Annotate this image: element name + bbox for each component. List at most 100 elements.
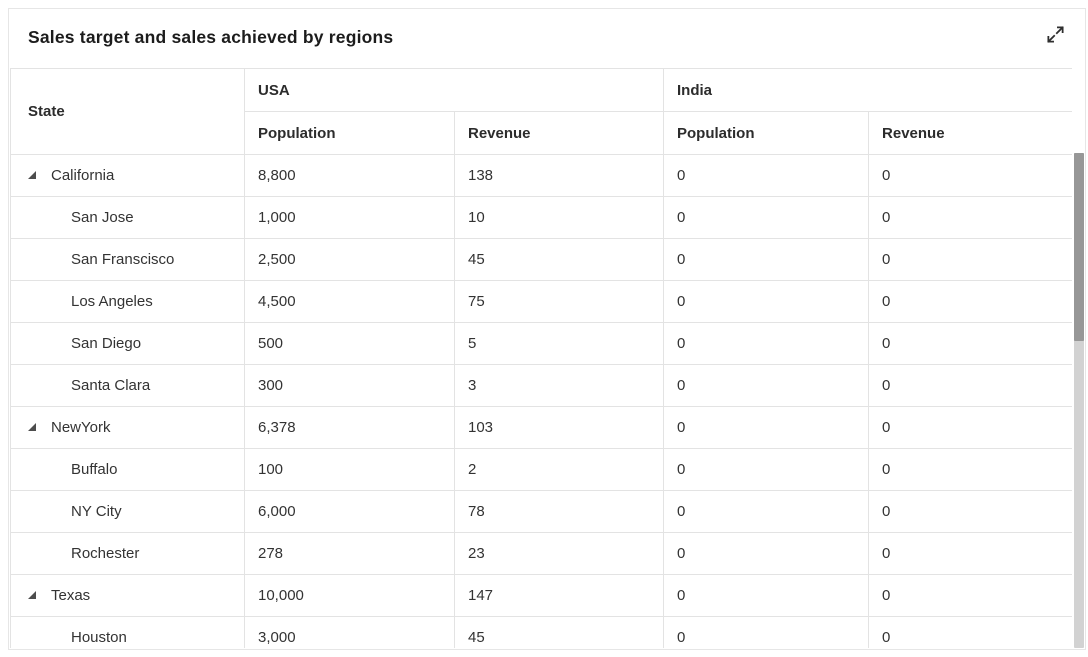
state-label: San Diego [71, 335, 142, 352]
column-header-india-revenue[interactable]: Revenue [868, 111, 1072, 155]
state-cell: San Franscisco [10, 238, 245, 281]
state-cell: Santa Clara [10, 364, 245, 407]
grid-body: California 8,800 138 0 0 San Jose 1,000 … [10, 154, 1072, 648]
state-cell: Buffalo [10, 448, 245, 491]
usa-revenue-cell: 45 [453, 238, 665, 281]
state-cell: Texas [10, 574, 245, 617]
india-population-cell: 0 [663, 616, 870, 648]
usa-revenue-cell: 147 [453, 574, 665, 617]
india-revenue-cell: 0 [868, 406, 1072, 449]
usa-population-cell: 2,500 [244, 238, 455, 281]
usa-population-cell: 278 [244, 532, 455, 575]
india-revenue-cell: 0 [868, 154, 1072, 197]
state-label: Santa Clara [71, 377, 151, 394]
india-revenue-cell: 0 [868, 448, 1072, 491]
column-group-usa[interactable]: USA [243, 68, 665, 112]
usa-revenue-cell: 138 [453, 154, 665, 197]
collapse-icon[interactable] [28, 171, 36, 180]
india-population-cell: 0 [663, 490, 870, 533]
usa-population-cell: 300 [244, 364, 455, 407]
india-revenue-cell: 0 [868, 490, 1072, 533]
state-label: Houston [71, 629, 127, 646]
state-label: NewYork [51, 419, 111, 436]
india-population-cell: 0 [663, 322, 870, 365]
collapse-icon[interactable] [28, 591, 36, 600]
india-population-cell: 0 [663, 238, 870, 281]
usa-revenue-cell: 45 [453, 616, 665, 648]
table-row[interactable]: Texas 10,000 147 0 0 [10, 574, 1072, 617]
column-header-india-population[interactable]: Population [663, 111, 870, 155]
column-header-usa-population[interactable]: Population [244, 111, 455, 155]
india-revenue-cell: 0 [868, 238, 1072, 281]
india-revenue-cell: 0 [868, 196, 1072, 239]
state-label: Buffalo [71, 461, 118, 478]
tree-grid: State USA India Population Revenue Popul… [10, 68, 1072, 648]
state-label: Texas [51, 587, 91, 604]
india-population-cell: 0 [663, 196, 870, 239]
usa-population-cell: 10,000 [244, 574, 455, 617]
tree-grid-table: State USA India Population Revenue Popul… [10, 68, 1072, 648]
state-label: California [51, 167, 115, 184]
india-population-cell: 0 [663, 154, 870, 197]
usa-revenue-cell: 10 [453, 196, 665, 239]
state-cell: Rochester [10, 532, 245, 575]
table-row[interactable]: NY City 6,000 78 0 0 [10, 490, 1072, 533]
state-label: Rochester [71, 545, 140, 562]
state-cell: Los Angeles [10, 280, 245, 323]
grid-header: State USA India Population Revenue Popul… [10, 68, 1072, 155]
scrollbar-thumb[interactable] [1074, 153, 1084, 341]
usa-population-cell: 8,800 [244, 154, 455, 197]
india-revenue-cell: 0 [868, 280, 1072, 323]
maximize-icon [1045, 24, 1066, 48]
table-row[interactable]: Buffalo 100 2 0 0 [10, 448, 1072, 491]
state-label: NY City [71, 503, 122, 520]
column-group-india[interactable]: India [663, 68, 1072, 112]
table-row[interactable]: NewYork 6,378 103 0 0 [10, 406, 1072, 449]
usa-revenue-cell: 75 [453, 280, 665, 323]
usa-revenue-cell: 23 [453, 532, 665, 575]
state-cell: California [10, 154, 245, 197]
treegrid-widget-card: Sales target and sales achieved by regio… [8, 8, 1086, 650]
state-cell: NY City [10, 490, 245, 533]
usa-population-cell: 4,500 [244, 280, 455, 323]
india-revenue-cell: 0 [868, 616, 1072, 648]
column-header-state[interactable]: State [10, 68, 245, 155]
table-row[interactable]: Los Angeles 4,500 75 0 0 [10, 280, 1072, 323]
vertical-scrollbar[interactable] [1074, 153, 1084, 648]
india-population-cell: 0 [663, 406, 870, 449]
usa-population-cell: 6,000 [244, 490, 455, 533]
usa-population-cell: 6,378 [244, 406, 455, 449]
usa-revenue-cell: 3 [453, 364, 665, 407]
state-cell: San Jose [10, 196, 245, 239]
table-row[interactable]: San Franscisco 2,500 45 0 0 [10, 238, 1072, 281]
india-revenue-cell: 0 [868, 574, 1072, 617]
table-row[interactable]: California 8,800 138 0 0 [10, 154, 1072, 197]
india-population-cell: 0 [663, 532, 870, 575]
state-label: Los Angeles [71, 293, 153, 310]
maximize-button[interactable] [1043, 24, 1067, 48]
india-population-cell: 0 [663, 448, 870, 491]
usa-population-cell: 3,000 [244, 616, 455, 648]
table-row[interactable]: San Jose 1,000 10 0 0 [10, 196, 1072, 239]
table-row[interactable]: Rochester 278 23 0 0 [10, 532, 1072, 575]
usa-population-cell: 100 [244, 448, 455, 491]
column-header-usa-revenue[interactable]: Revenue [453, 111, 665, 155]
india-revenue-cell: 0 [868, 532, 1072, 575]
usa-revenue-cell: 2 [453, 448, 665, 491]
india-revenue-cell: 0 [868, 322, 1072, 365]
collapse-icon[interactable] [28, 423, 36, 432]
table-row[interactable]: San Diego 500 5 0 0 [10, 322, 1072, 365]
state-cell: NewYork [10, 406, 245, 449]
state-cell: San Diego [10, 322, 245, 365]
state-label: San Franscisco [71, 251, 175, 268]
widget-header: Sales target and sales achieved by regio… [9, 9, 1085, 68]
india-population-cell: 0 [663, 280, 870, 323]
table-row[interactable]: Houston 3,000 45 0 0 [10, 616, 1072, 648]
usa-population-cell: 500 [244, 322, 455, 365]
india-population-cell: 0 [663, 364, 870, 407]
state-label: San Jose [71, 209, 134, 226]
usa-revenue-cell: 78 [453, 490, 665, 533]
india-population-cell: 0 [663, 574, 870, 617]
table-row[interactable]: Santa Clara 300 3 0 0 [10, 364, 1072, 407]
widget-title: Sales target and sales achieved by regio… [28, 27, 394, 47]
